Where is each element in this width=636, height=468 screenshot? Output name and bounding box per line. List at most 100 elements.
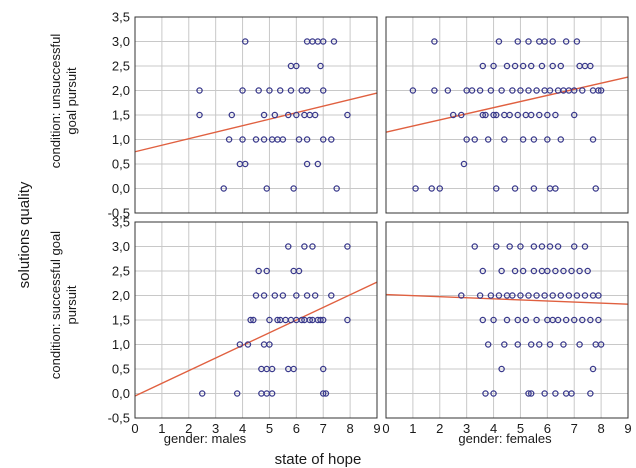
data-point [595, 87, 602, 94]
data-point [557, 292, 565, 299]
data-point [517, 292, 524, 299]
data-point [538, 243, 546, 250]
y-tick-label: 3,5 [112, 215, 130, 230]
data-point [527, 390, 535, 397]
column-label-right: gender: females [458, 431, 552, 446]
data-point [458, 292, 465, 299]
data-point [544, 111, 551, 119]
data-point [576, 267, 583, 275]
data-point [290, 365, 297, 373]
data-point [228, 111, 236, 119]
data-point [514, 341, 522, 348]
regression-line [385, 293, 629, 305]
data-point [225, 136, 233, 143]
data-point [568, 390, 575, 397]
data-point [319, 38, 327, 45]
data-point [511, 62, 519, 70]
data-point [544, 136, 551, 143]
data-point [554, 243, 562, 250]
data-point [498, 267, 505, 275]
x-tick-label: 3 [463, 421, 470, 436]
data-point [568, 267, 575, 275]
data-point [546, 243, 554, 250]
data-point [587, 62, 594, 70]
data-point [303, 87, 311, 94]
x-tick-label: 2 [436, 421, 443, 436]
data-point [285, 243, 292, 250]
data-point [541, 390, 548, 397]
data-point [527, 341, 535, 348]
data-point [530, 136, 538, 143]
data-point [271, 111, 279, 119]
x-tick-label: 6 [544, 421, 551, 436]
data-point [239, 87, 246, 94]
y-tick-label: 3,0 [112, 34, 130, 49]
data-point [458, 111, 465, 119]
data-point [239, 136, 246, 143]
data-point [592, 185, 599, 192]
y-axis-title: solutions quality [16, 181, 33, 288]
data-point [552, 185, 559, 192]
x-tick-label: 6 [293, 421, 300, 436]
data-point [252, 292, 260, 299]
data-point [298, 316, 305, 324]
data-point [311, 292, 319, 299]
data-point [471, 243, 478, 250]
x-tick-label: 1 [409, 421, 416, 436]
data-point [570, 316, 578, 324]
data-point [541, 38, 548, 45]
data-point [196, 87, 203, 94]
data-point [260, 136, 268, 143]
data-point [589, 365, 597, 373]
data-point [479, 111, 487, 119]
panel-frame [385, 221, 629, 419]
data-point [490, 62, 497, 70]
data-point [412, 185, 419, 192]
data-point [498, 87, 505, 94]
x-tick-label: 5 [266, 421, 273, 436]
data-point [319, 87, 327, 94]
data-point [311, 111, 319, 119]
y-tick-label: 3,5 [112, 10, 130, 25]
data-point [557, 62, 565, 70]
data-point [492, 185, 500, 192]
data-point [279, 136, 287, 143]
row-label-bottom: condition: successful goalpursuit [48, 231, 79, 379]
data-point [541, 292, 548, 299]
data-point [303, 292, 311, 299]
y-tick-label: 0,0 [112, 386, 130, 401]
column-label-left: gender: males [164, 431, 247, 446]
data-point [333, 185, 340, 192]
data-point [293, 62, 300, 70]
data-point [306, 316, 314, 324]
y-tick-label: -0,5 [108, 206, 130, 221]
data-point [274, 316, 281, 324]
data-point [263, 267, 271, 275]
regression-line [385, 76, 629, 133]
data-point [560, 341, 567, 348]
data-point [562, 38, 570, 45]
data-point [431, 87, 438, 94]
data-point [552, 390, 559, 397]
data-point [241, 38, 249, 45]
data-point [444, 87, 452, 94]
data-point [271, 292, 279, 299]
data-point [317, 316, 324, 324]
data-point [519, 136, 527, 143]
data-point [530, 243, 538, 250]
x-tick-label: 0 [131, 421, 138, 436]
data-point [498, 365, 505, 373]
data-point [549, 292, 556, 299]
data-point [303, 160, 311, 168]
data-point [584, 267, 591, 275]
data-point [549, 62, 556, 70]
x-tick-label: 9 [373, 421, 380, 436]
data-point [233, 390, 241, 397]
y-tick-label: 0,5 [112, 157, 130, 172]
x-tick-label: 5 [517, 421, 524, 436]
data-point [266, 316, 273, 324]
x-tick-label: 9 [624, 421, 631, 436]
data-point [573, 292, 581, 299]
data-point [198, 390, 206, 397]
data-point [570, 243, 578, 250]
